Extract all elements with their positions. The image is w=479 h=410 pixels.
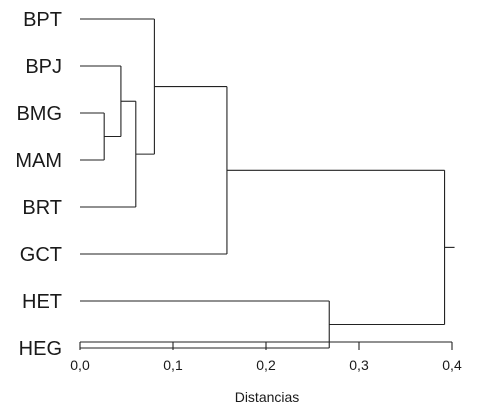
axis-tick-label: 0,4 xyxy=(442,357,462,373)
leaf-label-gct: GCT xyxy=(20,244,62,266)
leaf-labels: BPT BPJ BMG MAM BRT GCT HET HEG xyxy=(15,9,62,360)
leaf-label-brt: BRT xyxy=(22,197,62,219)
axis-ticks: 0,0 0,1 0,2 0,3 0,4 xyxy=(70,342,462,373)
leaf-label-heg: HEG xyxy=(19,338,62,360)
axis-tick-label: 0,1 xyxy=(163,357,183,373)
leaf-label-bmg: BMG xyxy=(16,103,62,125)
leaf-label-bpj: BPJ xyxy=(25,56,62,78)
dendrogram-branches xyxy=(80,18,455,349)
leaf-label-bpt: BPT xyxy=(23,9,62,31)
leaf-label-mam: MAM xyxy=(15,150,62,172)
axis-tick-label: 0,2 xyxy=(256,357,276,373)
distance-axis: 0,0 0,1 0,2 0,3 0,4 Distancias xyxy=(70,341,462,405)
axis-title: Distancias xyxy=(235,389,300,405)
axis-tick-label: 0,3 xyxy=(349,357,369,373)
leaf-label-het: HET xyxy=(22,291,62,313)
axis-tick-label: 0,0 xyxy=(70,357,90,373)
